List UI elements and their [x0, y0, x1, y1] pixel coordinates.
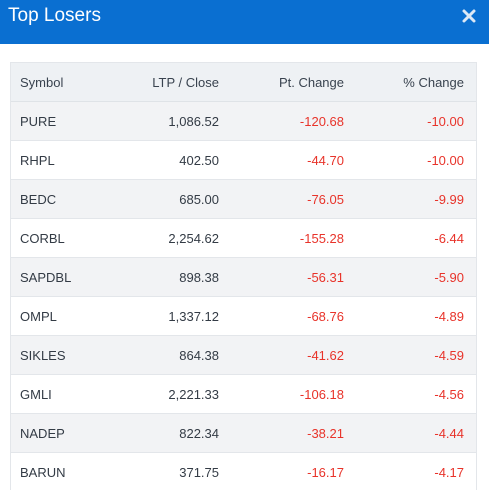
symbol-cell[interactable]: PURE: [11, 101, 106, 141]
column-header-symbol: Symbol: [11, 63, 106, 102]
column-header-pt-change: Pt. Change: [231, 63, 356, 102]
symbol-cell[interactable]: GMLI: [11, 374, 106, 414]
pt-change-cell: -16.17: [231, 452, 356, 490]
pct-change-cell: -10.00: [356, 101, 476, 141]
table-row[interactable]: OMPL 1,337.12 -68.76 -4.89: [11, 296, 476, 336]
pct-change-cell: -4.44: [356, 413, 476, 453]
losers-table-container: Symbol LTP / Close Pt. Change % Change P…: [10, 62, 477, 490]
pt-change-cell: -56.31: [231, 257, 356, 297]
pt-change-cell: -44.70: [231, 140, 356, 180]
pt-change-cell: -38.21: [231, 413, 356, 453]
pct-change-cell: -4.56: [356, 374, 476, 414]
ltp-cell: 822.34: [106, 413, 231, 453]
pct-change-cell: -10.00: [356, 140, 476, 180]
pt-change-cell: -68.76: [231, 296, 356, 336]
table-row[interactable]: SAPDBL 898.38 -56.31 -5.90: [11, 257, 476, 297]
ltp-cell: 371.75: [106, 452, 231, 490]
pct-change-cell: -4.89: [356, 296, 476, 336]
column-header-pct-change: % Change: [356, 63, 476, 102]
pct-change-cell: -4.59: [356, 335, 476, 375]
table-row[interactable]: RHPL 402.50 -44.70 -10.00: [11, 140, 476, 180]
symbol-cell[interactable]: RHPL: [11, 140, 106, 180]
pt-change-cell: -120.68: [231, 101, 356, 141]
ltp-cell: 898.38: [106, 257, 231, 297]
ltp-cell: 402.50: [106, 140, 231, 180]
modal-header: Top Losers: [0, 0, 489, 44]
table-row[interactable]: PURE 1,086.52 -120.68 -10.00: [11, 101, 476, 141]
ltp-cell: 2,221.33: [106, 374, 231, 414]
table-header-row: Symbol LTP / Close Pt. Change % Change: [11, 63, 476, 102]
ltp-cell: 2,254.62: [106, 218, 231, 258]
table-row[interactable]: GMLI 2,221.33 -106.18 -4.56: [11, 374, 476, 414]
table-row[interactable]: NADEP 822.34 -38.21 -4.44: [11, 413, 476, 453]
pct-change-cell: -5.90: [356, 257, 476, 297]
close-icon[interactable]: [461, 8, 477, 24]
symbol-cell[interactable]: NADEP: [11, 413, 106, 453]
symbol-cell[interactable]: SAPDBL: [11, 257, 106, 297]
pt-change-cell: -41.62: [231, 335, 356, 375]
ltp-cell: 864.38: [106, 335, 231, 375]
ltp-cell: 1,086.52: [106, 101, 231, 141]
table-row[interactable]: SIKLES 864.38 -41.62 -4.59: [11, 335, 476, 375]
pt-change-cell: -155.28: [231, 218, 356, 258]
symbol-cell[interactable]: OMPL: [11, 296, 106, 336]
table-row[interactable]: CORBL 2,254.62 -155.28 -6.44: [11, 218, 476, 258]
pt-change-cell: -106.18: [231, 374, 356, 414]
pct-change-cell: -6.44: [356, 218, 476, 258]
column-header-ltp: LTP / Close: [106, 63, 231, 102]
pct-change-cell: -9.99: [356, 179, 476, 219]
pt-change-cell: -76.05: [231, 179, 356, 219]
losers-table: Symbol LTP / Close Pt. Change % Change P…: [11, 63, 476, 490]
symbol-cell[interactable]: CORBL: [11, 218, 106, 258]
symbol-cell[interactable]: BEDC: [11, 179, 106, 219]
pct-change-cell: -4.17: [356, 452, 476, 490]
symbol-cell[interactable]: SIKLES: [11, 335, 106, 375]
table-row[interactable]: BEDC 685.00 -76.05 -9.99: [11, 179, 476, 219]
symbol-cell[interactable]: BARUN: [11, 452, 106, 490]
modal-title: Top Losers: [8, 5, 101, 26]
ltp-cell: 1,337.12: [106, 296, 231, 336]
table-row[interactable]: BARUN 371.75 -16.17 -4.17: [11, 452, 476, 490]
ltp-cell: 685.00: [106, 179, 231, 219]
